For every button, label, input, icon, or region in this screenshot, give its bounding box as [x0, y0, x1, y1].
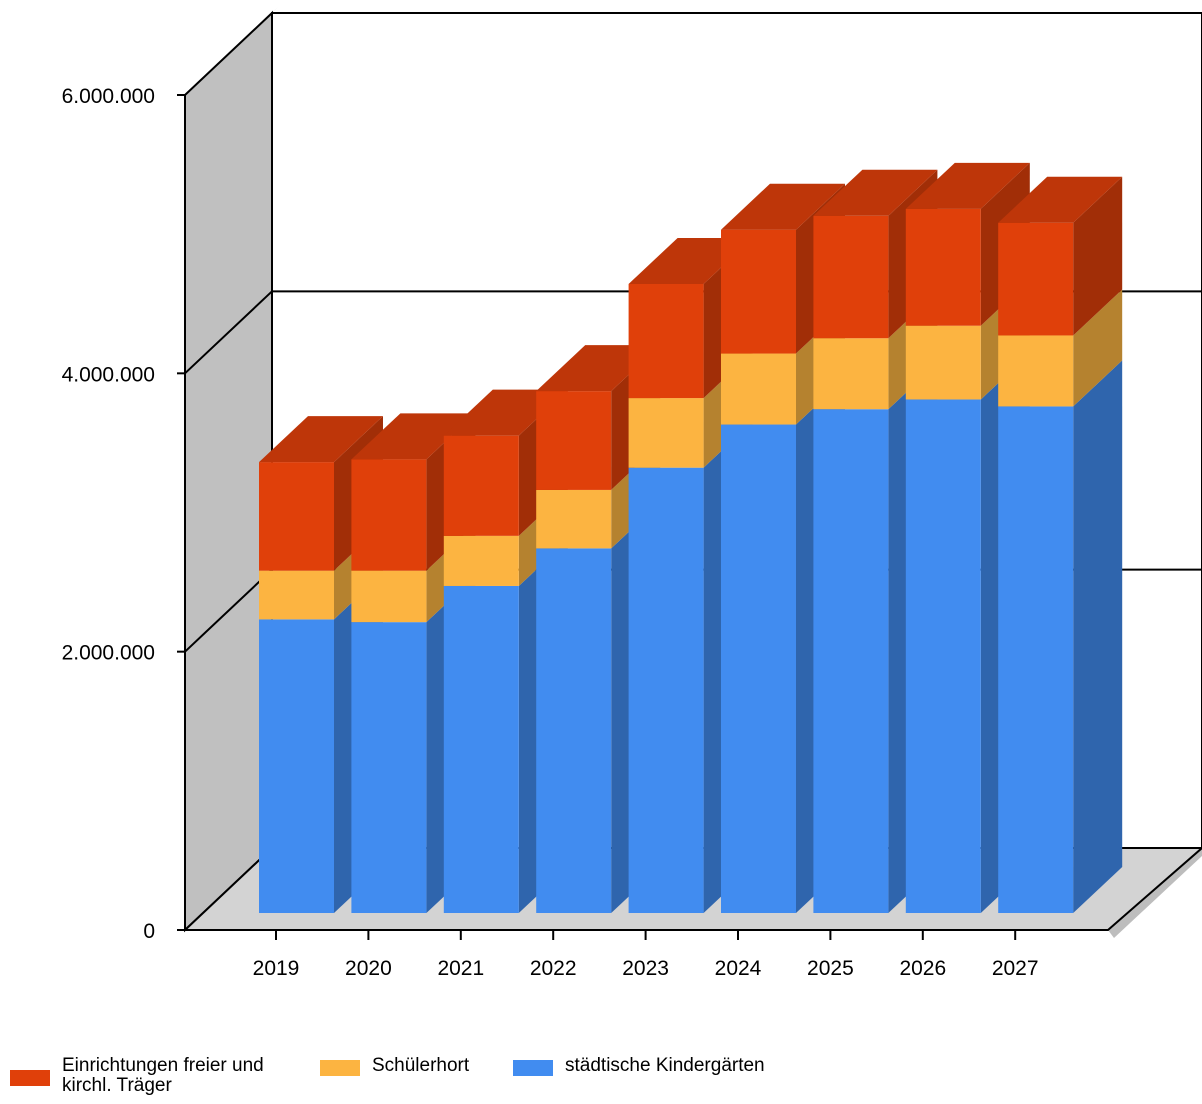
x-tick-label-2019: 2019: [253, 957, 300, 980]
bar-front-2021-0: [443, 585, 519, 913]
bar-front-2020-0: [351, 622, 427, 913]
bar-front-2019-1: [259, 570, 334, 620]
legend-label-einrichtungen: Einrichtungen freier und kirchl. Träger: [62, 1055, 264, 1096]
bars: [259, 162, 1123, 914]
bar-top-2020: [351, 413, 476, 460]
bar-side-2027-2: [1073, 176, 1123, 336]
bar-2027-series-1: [998, 289, 1123, 407]
x-tick-label-2027: 2027: [992, 957, 1039, 980]
bar-front-2019-2: [259, 462, 334, 571]
y-tick-label-2: 4.000.000: [62, 363, 155, 386]
bar-front-2023-2: [628, 283, 704, 399]
bar-front-2022-1: [536, 489, 612, 549]
bar-front-2022-2: [536, 391, 612, 490]
bar-side-2027-1: [1073, 289, 1123, 407]
x-tick-label-2024: 2024: [715, 957, 762, 980]
bar-front-2019-0: [259, 619, 334, 913]
left-wall: [184, 10, 273, 933]
y-tick-label-1: 2.000.000: [62, 642, 155, 665]
y-tick-label-0: 0: [143, 920, 155, 943]
bar-front-2026-2: [905, 208, 981, 326]
bar-front-2021-1: [443, 535, 519, 586]
bar-top-2027: [998, 176, 1123, 223]
bar-stack-2027: [998, 176, 1123, 913]
bar-top-2024: [721, 183, 845, 230]
bar-front-2025-1: [813, 338, 889, 410]
legend-swatch-schuelerhort: [320, 1060, 360, 1076]
bar-front-2020-1: [351, 570, 427, 623]
bar-front-2024-1: [721, 353, 796, 425]
bar-front-2024-0: [721, 424, 796, 913]
bar-front-2026-0: [905, 399, 981, 914]
y-tick-label-3: 6.000.000: [62, 85, 155, 108]
bar-top-2025: [813, 169, 938, 216]
bar-front-2025-2: [813, 215, 889, 339]
x-tick-label-2022: 2022: [530, 957, 577, 980]
bar-front-2023-0: [628, 467, 704, 913]
legend-swatch-einrichtungen: [10, 1070, 50, 1086]
x-tick-label-2026: 2026: [899, 957, 946, 980]
bar-top-2026: [905, 162, 1030, 209]
bar-front-2027-2: [998, 222, 1074, 336]
bar-front-2026-1: [905, 325, 981, 400]
bar-side-2027-0: [1073, 360, 1123, 913]
bar-front-2027-0: [998, 406, 1074, 913]
bar-2027-series-2: [998, 176, 1123, 336]
x-tick-label-2020: 2020: [345, 957, 392, 980]
bar-front-2021-2: [443, 435, 519, 536]
legend: Einrichtungen freier und kirchl. Träger …: [10, 1056, 1190, 1100]
floor-shadow: [1108, 848, 1202, 938]
bar-front-2027-1: [998, 335, 1074, 407]
bar-2027-series-0: [998, 360, 1123, 913]
bar-front-2024-2: [721, 229, 796, 354]
legend-label-staedtische: städtische Kindergärten: [565, 1055, 765, 1076]
bar-front-2023-1: [628, 398, 704, 468]
bar-front-2025-0: [813, 409, 889, 913]
x-tick-label-2025: 2025: [807, 957, 854, 980]
bar-front-2022-0: [536, 548, 612, 913]
legend-swatch-staedtische: [513, 1060, 553, 1076]
axes: 0 2.000.000 4.000.000 6.000.000 2019 2020 2021…: [62, 85, 1108, 980]
bar-top-2019: [259, 416, 383, 463]
legend-label-schuelerhort: Schülerhort: [372, 1055, 470, 1076]
bar-front-2020-2: [351, 459, 427, 571]
x-tick-label-2021: 2021: [437, 957, 484, 980]
x-tick-label-2023: 2023: [622, 957, 669, 980]
